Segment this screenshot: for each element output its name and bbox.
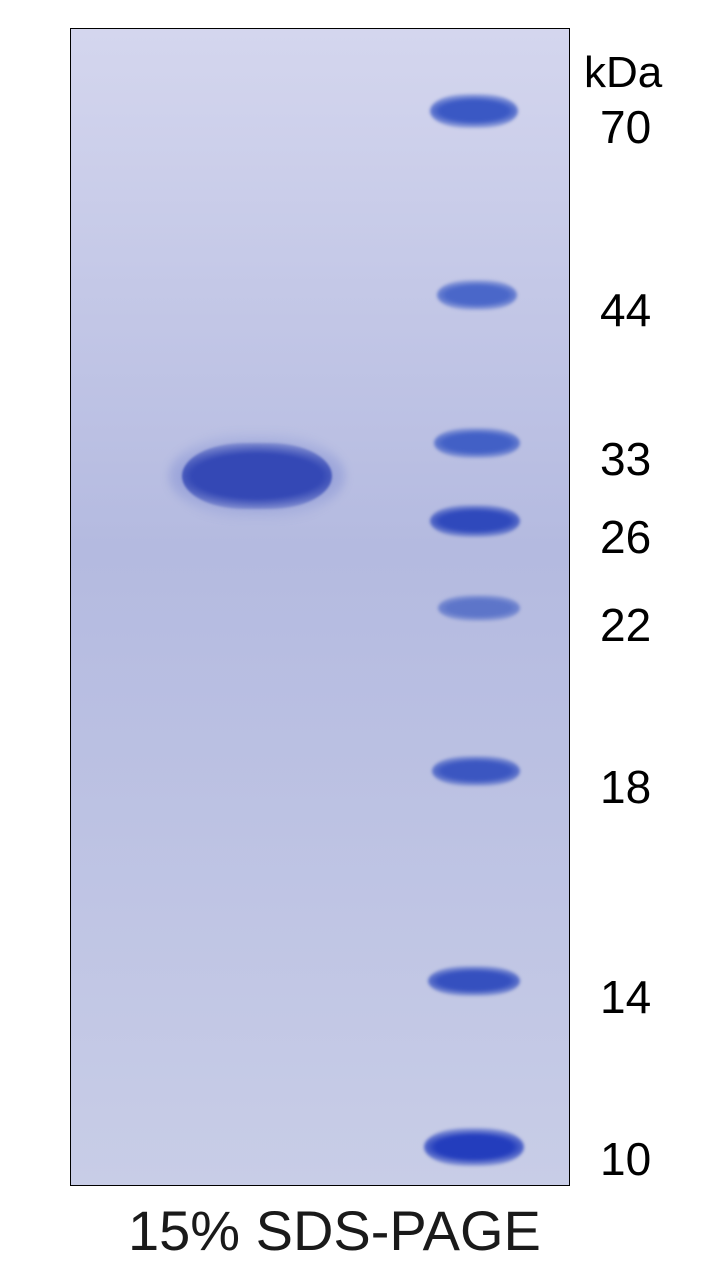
mw-label: 44 [600, 283, 651, 337]
mw-label: 33 [600, 432, 651, 486]
caption: 15% SDS-PAGE [128, 1198, 541, 1263]
ladder-band [434, 428, 520, 458]
sample-band [182, 443, 332, 509]
ladder-band [438, 595, 520, 621]
mw-label: 14 [600, 970, 651, 1024]
mw-label: 22 [600, 598, 651, 652]
mw-label: 18 [600, 760, 651, 814]
mw-label: 26 [600, 510, 651, 564]
ladder-band [424, 1128, 524, 1166]
mw-label: 70 [600, 100, 651, 154]
ladder-band [428, 966, 520, 996]
ladder-band [437, 280, 517, 310]
gel-figure: kDa 70 44 33 26 22 18 14 10 15% SDS-PAGE [0, 0, 705, 1280]
ladder-band [430, 505, 520, 537]
mw-label: 10 [600, 1132, 651, 1186]
ladder-band [430, 94, 518, 128]
ladder-band [432, 756, 520, 786]
mw-unit-label: kDa [584, 48, 662, 98]
